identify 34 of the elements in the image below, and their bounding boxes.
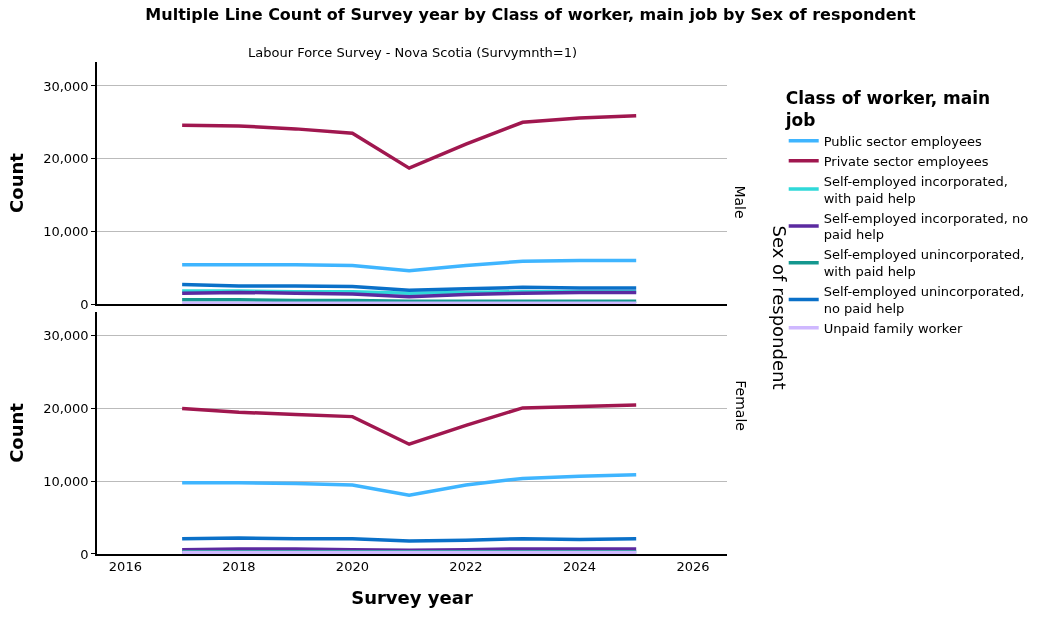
chart-subtitle: Labour Force Survey - Nova Scotia (Survymnth=1) xyxy=(248,45,578,60)
y-tick-label: 0 xyxy=(80,546,89,562)
x-tick-label: 2026 xyxy=(676,559,710,575)
x-tick-label: 2024 xyxy=(562,559,596,575)
y-tick-label: 10,000 xyxy=(43,473,89,489)
line-series xyxy=(180,114,638,170)
line-series xyxy=(180,403,638,446)
y-tick-label: 0 xyxy=(80,296,89,312)
y-tick-label: 20,000 xyxy=(43,151,89,167)
x-tick-label: 2022 xyxy=(449,559,483,575)
legend-label: Self-employed unincorporated, no paid help xyxy=(823,284,1025,316)
text: Sex of respondent xyxy=(769,225,791,390)
x-tick-label: 2018 xyxy=(222,559,256,575)
chart-title: Multiple Line Count of Survey year by Class of worker, main job by Sex of respondent xyxy=(145,5,916,25)
legend-label: Self-employed incorporated, with paid help xyxy=(823,173,1008,206)
y-tick-label: 30,000 xyxy=(43,78,89,94)
y-tick-label: 10,000 xyxy=(43,223,89,239)
y-tick-label: 20,000 xyxy=(43,401,89,417)
x-tick-label: 2016 xyxy=(108,559,142,575)
y-axis-title: Count xyxy=(5,402,27,463)
legend-label: Self-employed unincorporated, with paid help xyxy=(823,247,1025,280)
y-tick-label: 30,000 xyxy=(43,328,89,344)
y-axis-title: Count xyxy=(5,152,27,213)
legend-label: Unpaid family worker xyxy=(823,320,963,336)
legend-label: Public sector employees xyxy=(823,133,982,149)
legend-label: Private sector employees xyxy=(823,153,989,169)
x-tick-label: 2020 xyxy=(335,559,369,575)
line-series xyxy=(180,258,638,273)
legend-title: Class of worker, main job xyxy=(784,87,991,130)
text: Female xyxy=(732,380,749,431)
text: Male xyxy=(731,185,748,219)
line-series xyxy=(180,473,638,497)
x-axis-title: Survey year xyxy=(351,586,473,608)
legend-label: Self-employed incorporated, no paid help xyxy=(823,210,1029,243)
